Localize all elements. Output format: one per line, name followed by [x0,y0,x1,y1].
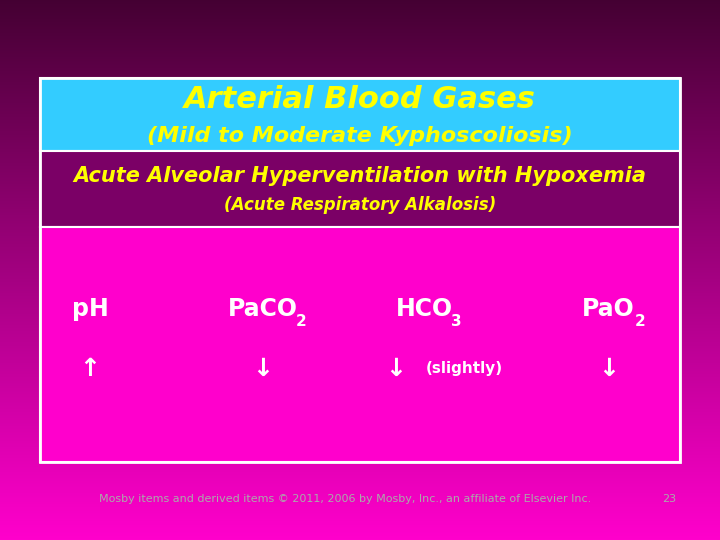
Text: (Mild to Moderate Kyphoscoliosis): (Mild to Moderate Kyphoscoliosis) [147,126,573,146]
Text: ↑: ↑ [79,356,101,381]
Text: 2: 2 [296,314,307,328]
Text: ↓: ↓ [252,356,274,381]
Text: PaCO: PaCO [228,297,298,321]
Text: (Acute Respiratory Alkalosis): (Acute Respiratory Alkalosis) [224,196,496,214]
Bar [40,227,680,462]
Text: 23: 23 [662,495,677,504]
Text: ↓: ↓ [598,356,619,381]
Text: HCO: HCO [396,297,454,321]
Bar [40,78,680,151]
Bar [40,151,680,227]
Text: (slightly): (slightly) [426,361,503,376]
Text: 2: 2 [635,314,646,328]
Text: 3: 3 [451,314,462,328]
Text: Arterial Blood Gases: Arterial Blood Gases [184,85,536,114]
Bar [40,78,680,462]
Text: Mosby items and derived items © 2011, 2006 by Mosby, Inc., an affiliate of Elsev: Mosby items and derived items © 2011, 20… [99,495,592,504]
Text: ↓: ↓ [385,356,407,381]
Text: PaO: PaO [582,297,635,321]
Text: Acute Alveolar Hyperventilation with Hypoxemia: Acute Alveolar Hyperventilation with Hyp… [73,165,647,186]
Text: pH: pH [71,297,109,321]
